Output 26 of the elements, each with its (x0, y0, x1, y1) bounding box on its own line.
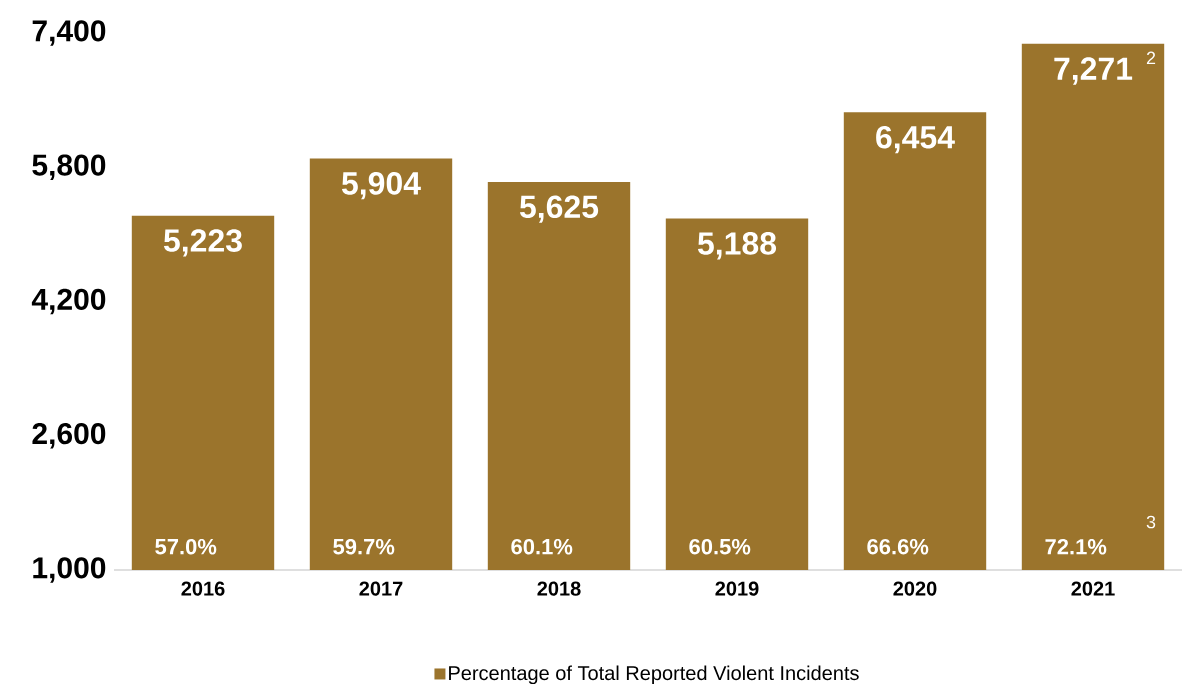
data-label: 5,188 (697, 232, 777, 260)
data-label: 5,625 (519, 195, 599, 223)
annotation: 60.5% (689, 538, 751, 555)
annotation: 60.1% (511, 538, 573, 555)
annotation: 72.1% (1045, 538, 1107, 555)
data-label: 7,271 (1054, 57, 1133, 85)
data-label: 5,904 (341, 172, 421, 200)
annotation: 59.7% (333, 538, 395, 555)
x-tick-label: 2017 (359, 581, 403, 596)
y-tick-label: 7,400 (32, 20, 106, 46)
annotation: 66.6% (867, 538, 929, 555)
y-tick-label: 4,200 (31, 288, 106, 315)
x-tick-label: 2018 (537, 581, 581, 596)
x-tick-label: 2019 (715, 581, 759, 596)
x-tick-label: 2020 (893, 581, 937, 596)
y-tick-label: 5,800 (32, 154, 106, 181)
annotation: 3 (1146, 515, 1156, 529)
data-label: 5,223 (163, 229, 242, 257)
data-label: 6,454 (876, 125, 955, 154)
x-tick-label: 2016 (181, 581, 225, 596)
annotation: 2 (1146, 51, 1156, 65)
y-tick-label: 1,000 (33, 557, 106, 583)
x-tick-label: 2021 (1071, 581, 1115, 596)
annotation: 57.0% (155, 538, 217, 555)
y-tick-label: 2,600 (32, 422, 106, 449)
legend-label: Percentage of Total Reported Violent Incidents (449, 665, 859, 685)
